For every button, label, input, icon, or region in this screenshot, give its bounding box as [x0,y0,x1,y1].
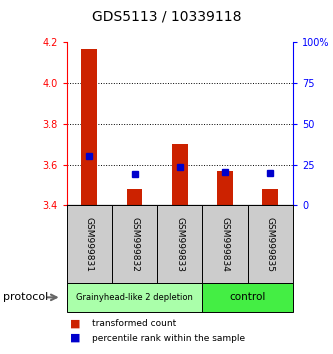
Bar [217,171,233,205]
Text: percentile rank within the sample: percentile rank within the sample [92,333,245,343]
Text: GSM999831: GSM999831 [85,217,94,272]
Bar [262,189,278,205]
Text: control: control [229,292,266,302]
Text: protocol: protocol [3,292,49,302]
Text: GSM999834: GSM999834 [220,217,230,272]
Text: Grainyhead-like 2 depletion: Grainyhead-like 2 depletion [76,293,193,302]
Bar [127,189,143,205]
Text: GDS5113 / 10339118: GDS5113 / 10339118 [92,9,241,23]
Text: ■: ■ [70,333,81,343]
Bar [172,144,188,205]
Text: GSM999835: GSM999835 [266,217,275,272]
Bar [81,48,97,205]
Text: GSM999833: GSM999833 [175,217,184,272]
Text: GSM999832: GSM999832 [130,217,139,272]
Text: transformed count: transformed count [92,319,176,329]
Text: ■: ■ [70,319,81,329]
